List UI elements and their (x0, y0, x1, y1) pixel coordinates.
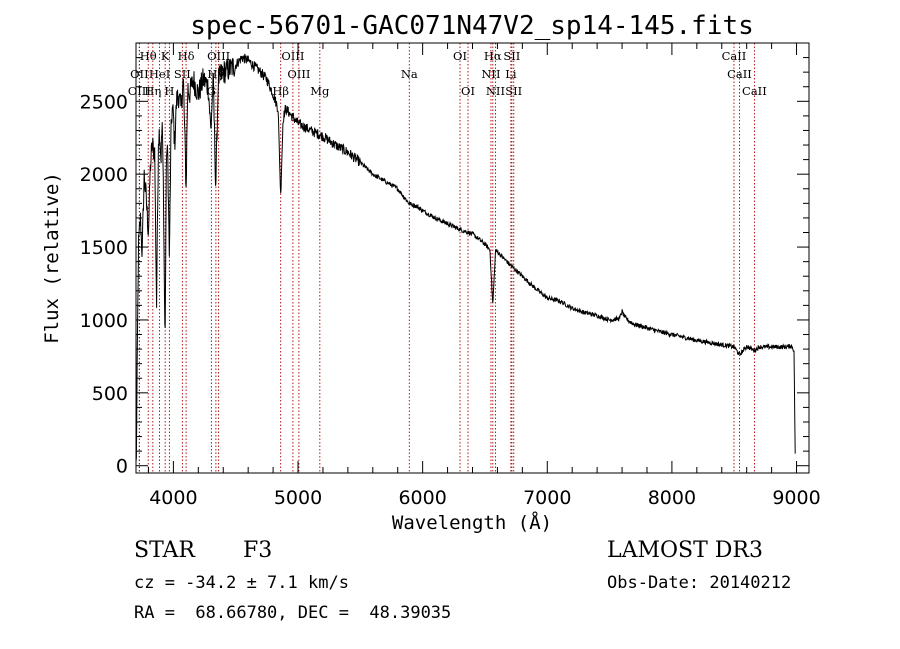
x-tick-label: 8000 (648, 487, 696, 509)
y-tick-label: 2000 (80, 164, 128, 186)
sky-coordinates: RA = 68.66780, DEC = 48.39035 (134, 603, 452, 623)
redshift-value: cz = -34.2 ± 7.1 km/s (134, 573, 349, 593)
spectral-line-label: Hη (144, 84, 161, 98)
y-tick-label: 0 (116, 456, 128, 478)
survey-name: LAMOST DR3 (607, 538, 763, 563)
y-tick-label: 2500 (80, 91, 128, 113)
y-tick-label: 1500 (80, 237, 128, 259)
spectrum-line (135, 53, 796, 462)
object-class: STAR (134, 538, 195, 563)
spectral-line-label: OIII (128, 84, 151, 98)
spectral-line-label: CaII (727, 67, 752, 81)
spectral-line-label: G (207, 84, 216, 98)
spectral-line-label: SII (505, 84, 522, 98)
spectral-line-label: CaII (722, 49, 747, 63)
spectral-line-label: OIII (207, 49, 230, 63)
x-tick-label: 6000 (398, 487, 446, 509)
spectral-line-label: OI (453, 49, 467, 63)
observation-date: Obs-Date: 20140212 (607, 573, 792, 593)
spectral-line-markers (138, 43, 755, 473)
spectral-line-label: Mg (310, 84, 330, 98)
spectrum-series (135, 53, 796, 462)
y-axis-ticks: 0 500 1000 1500 2000 2500 (80, 42, 809, 478)
spectral-line-label: CaII (742, 84, 767, 98)
spectral-line-label: OII (130, 67, 149, 81)
x-axis-ticks: 4000 5000 6000 7000 8000 9000 (147, 43, 821, 509)
x-tick-label: 9000 (772, 487, 820, 509)
spectral-line-label: Hθ (140, 49, 157, 63)
spectral-line-label: OIII (281, 49, 304, 63)
spectral-line-label: OI (461, 84, 475, 98)
spectral-line-label: Li (505, 67, 517, 81)
spectral-line-label: NII (481, 67, 500, 81)
spectral-line-label: Na (401, 67, 418, 81)
spectral-line-label: SII (503, 49, 520, 63)
spectral-line-label: Hα (484, 49, 502, 63)
spectral-line-label: Hβ (272, 84, 289, 98)
y-tick-label: 1000 (80, 310, 128, 332)
spectral-line-label: H (164, 84, 174, 98)
spectral-line-label: SII (174, 67, 191, 81)
x-axis-label: Wavelength (Å) (392, 511, 552, 534)
spectral-line-label: K (161, 49, 170, 63)
x-tick-label: 7000 (523, 487, 571, 509)
spectral-line-label: HeI (149, 67, 170, 81)
spectral-line-label: OIII (287, 67, 310, 81)
chart-title: spec-56701-GAC071N47V2_sp14-145.fits (190, 11, 754, 41)
x-tick-label: 4000 (149, 487, 197, 509)
y-axis-label: Flux (relative) (41, 172, 63, 344)
spectral-line-label: NII (486, 84, 505, 98)
plot-frame (135, 42, 810, 474)
spectral-line-label: Hδ (178, 49, 195, 63)
y-tick-label: 500 (92, 383, 128, 405)
object-subclass: F3 (243, 538, 273, 563)
x-tick-label: 5000 (274, 487, 322, 509)
